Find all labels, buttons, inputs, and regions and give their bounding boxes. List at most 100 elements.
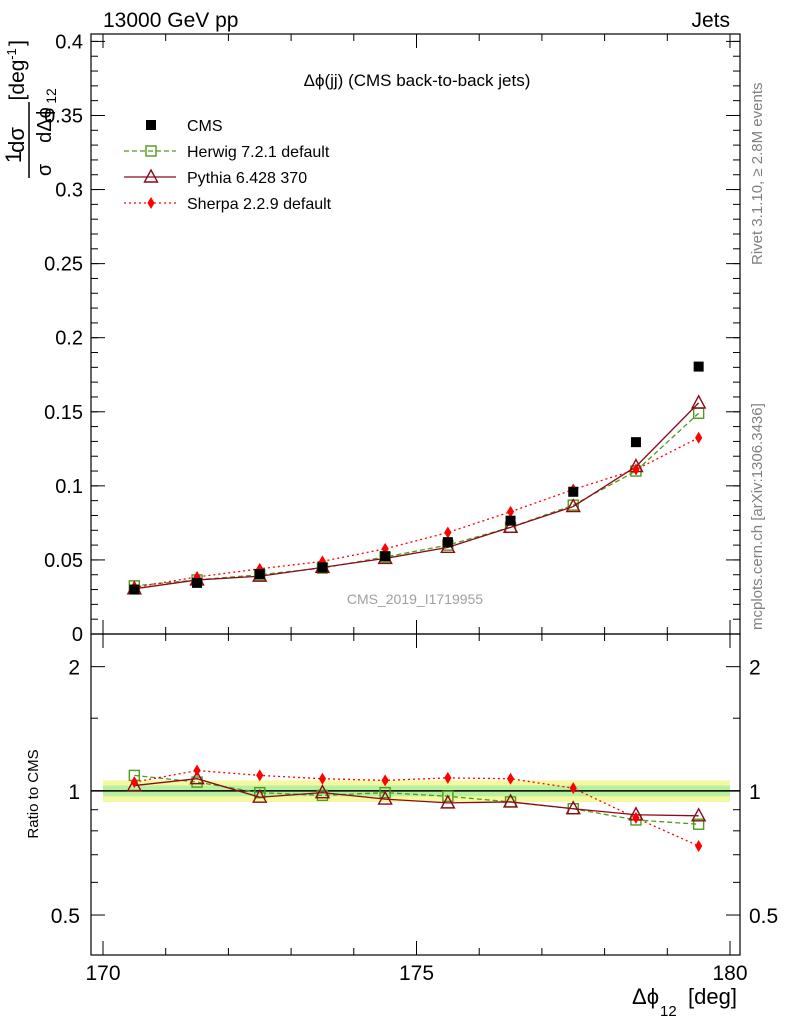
data-point (630, 437, 641, 448)
legend-marker (147, 197, 155, 209)
main-ytick-label: 0 (72, 624, 83, 646)
series-line (134, 402, 700, 590)
ratio-data-point (189, 770, 205, 785)
series-line (134, 437, 699, 588)
ratio-panel-series (126, 764, 707, 853)
legend: CMS Herwig 7.2.1 default Pythia 6.428 370 S… (124, 118, 332, 213)
xtick-label: 180 (712, 962, 747, 985)
xtick-label: 170 (85, 962, 120, 985)
ratio-data-point (695, 840, 703, 853)
data-point (506, 505, 515, 518)
ratio-data-point (440, 794, 456, 809)
ratio-data-point (444, 771, 452, 784)
series-line (134, 412, 700, 587)
legend-label: Pythia 6.428 370 (187, 170, 307, 187)
ratio-ytick-label-right: 0.5 (749, 905, 778, 928)
ratio-data-point (252, 788, 268, 803)
legend-marker (146, 120, 156, 130)
ratio-series-sherpa-2-2-9-default (130, 764, 703, 853)
ylabel-unit: [deg (6, 60, 29, 101)
ylabel-dsigma: dσ (4, 127, 29, 153)
main-ytick-label: 0.3 (55, 180, 83, 202)
legend-entry: Sherpa 2.2.9 default (124, 196, 332, 213)
panel-frames (90, 33, 741, 956)
series-sherpa-2-2-9-default (130, 431, 703, 594)
main-panel-ticks: 0 0.05 0.1 0.15 0.2 0.25 0.3 0.35 0.4 (44, 31, 740, 646)
legend-entry: CMS (146, 118, 223, 135)
ratio-data-point (130, 776, 138, 789)
xlabel-subscript: 12 (660, 1003, 677, 1020)
ratio-ytick-label-right: 2 (749, 657, 761, 680)
watermark-label: CMS_2019_I1719955 (347, 591, 483, 607)
ratio-y-axis-label: Ratio to CMS (25, 749, 42, 838)
energy-label: 13000 GeV pp (103, 9, 238, 32)
data-point (254, 569, 265, 579)
legend-marker (145, 145, 157, 157)
main-ytick-label: 0.35 (44, 105, 83, 127)
data-point (381, 542, 389, 555)
data-point (693, 361, 704, 372)
legend-marker (143, 168, 159, 183)
ratio-ytick-label: 2 (68, 657, 80, 680)
xlabel-main: Δϕ (632, 984, 659, 1009)
ylabel-close: ] (6, 40, 29, 46)
series-cms (129, 361, 704, 595)
ratio-panel-ticks: 0.5 0.5 1 1 2 2 170 175 180 (51, 634, 778, 985)
data-point (690, 394, 707, 409)
data-point (442, 537, 453, 548)
series-pythia-6-428-370 (126, 394, 707, 595)
ratio-data-point (569, 782, 577, 795)
rivet-label: Rivet 3.1.10, ≥ 2.8M events (749, 83, 766, 266)
main-ytick-label: 0.25 (44, 254, 83, 276)
ratio-data-point (502, 793, 519, 808)
ylabel-subscript: 12 (43, 88, 59, 104)
ratio-data-point (692, 818, 705, 830)
ratio-data-point (632, 811, 640, 824)
mcplots-label: mcplots.cern.ch [arXiv:1306.3436] (749, 403, 766, 630)
ylabel-exponent: -1 (4, 48, 19, 60)
ratio-data-point (506, 772, 515, 785)
ylabel-sigma: σ (34, 163, 56, 176)
ratio-uncertainty-band (91, 780, 740, 802)
legend-label: CMS (187, 118, 223, 135)
main-ytick-label: 0.1 (55, 476, 83, 498)
ratio-ytick-label: 0.5 (51, 905, 80, 928)
main-ytick-label: 0.2 (55, 328, 83, 350)
legend-label: Sherpa 2.2.9 default (187, 196, 332, 213)
ratio-data-point (379, 786, 391, 799)
ratio-data-point (565, 800, 581, 815)
ratio-data-point (381, 774, 389, 787)
data-point (568, 486, 579, 497)
ratio-data-point (442, 790, 454, 803)
x-axis-label: Δϕ 12 [deg] (632, 984, 737, 1020)
plot-title: Δϕ(jj) (CMS back-to-back jets) (304, 71, 531, 90)
data-point (444, 526, 452, 539)
ratio-data-point (193, 764, 201, 777)
legend-entry: Herwig 7.2.1 default (124, 144, 330, 161)
xlabel-unit: [deg] (688, 984, 737, 1009)
ratio-ytick-label: 1 (68, 781, 80, 804)
legend-entry: Pythia 6.428 370 (124, 168, 307, 187)
ratio-data-point (314, 784, 331, 799)
main-panel-series (126, 361, 707, 595)
ratio-series-line (134, 778, 699, 817)
legend-label: Herwig 7.2.1 default (187, 144, 330, 161)
xtick-label: 175 (399, 962, 434, 985)
ratio-data-point (377, 790, 393, 805)
main-ytick-label: 0.15 (44, 402, 83, 424)
main-y-axis-label: 1 dσ σ dΔϕ 12 [deg -1 ] (1, 40, 59, 178)
ratio-data-point (126, 777, 143, 792)
ratio-data-point (256, 769, 264, 782)
data-point (502, 518, 519, 534)
series-herwig-7-2-1-default (128, 407, 705, 592)
data-point (380, 551, 391, 562)
ratio-series-line (134, 769, 699, 847)
ylabel-one: 1 (1, 151, 26, 163)
data-point (695, 431, 703, 444)
data-point (317, 562, 328, 573)
main-ytick-label: 0.4 (55, 31, 83, 53)
category-label: Jets (691, 9, 730, 32)
data-point (632, 463, 640, 476)
ratio-series-line (134, 774, 699, 825)
